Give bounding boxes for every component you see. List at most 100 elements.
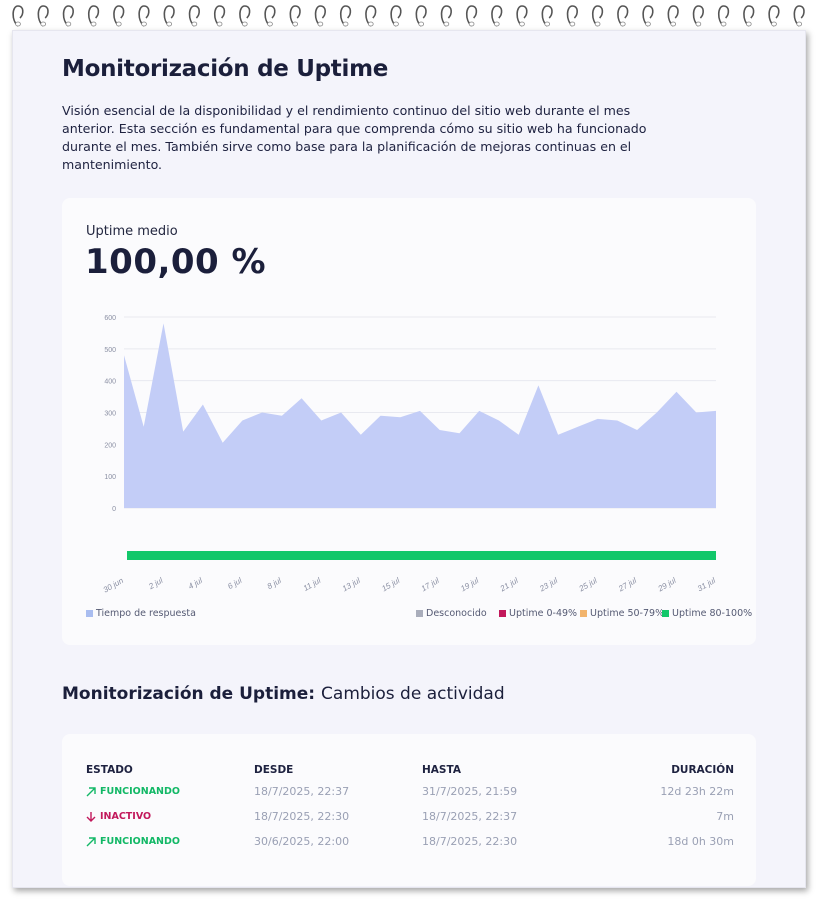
header-desde: DESDE xyxy=(254,764,294,776)
binding-ring-icon xyxy=(591,5,604,27)
x-tick-label: 8 jul xyxy=(266,576,283,591)
arrow-down-icon xyxy=(86,811,96,822)
hasta-cell: 18/7/2025, 22:30 xyxy=(422,835,518,848)
x-tick-label: 29 jul xyxy=(656,576,678,594)
x-tick-label: 31 jul xyxy=(696,576,717,593)
legend-swatch xyxy=(580,610,587,617)
binding-ring-icon xyxy=(213,5,226,27)
binding-ring-icon xyxy=(491,5,503,27)
binding-ring-icon xyxy=(390,5,402,27)
legend-label: Desconocido xyxy=(426,608,487,619)
binding-ring-icon xyxy=(415,5,427,27)
legend-swatch xyxy=(662,610,669,617)
activity-changes-title: Monitorización de Uptime: Cambios de act… xyxy=(62,684,505,704)
desde-cell: 30/6/2025, 22:00 xyxy=(254,835,350,848)
header-hasta: HASTA xyxy=(422,764,461,776)
legend-swatch xyxy=(86,610,93,617)
binding-ring-icon xyxy=(12,5,24,27)
status-text: INACTIVO xyxy=(100,811,152,822)
binding-ring-icon xyxy=(465,5,478,27)
binding-ring-icon xyxy=(188,5,200,27)
x-tick-label: 30 jun xyxy=(102,576,126,595)
y-tick-label: 600 xyxy=(104,315,116,322)
chart-legend: Tiempo de respuesta Desconocido Uptime 0-4… xyxy=(86,608,752,622)
desde-cell: 18/7/2025, 22:30 xyxy=(254,810,350,823)
binding-ring-icon xyxy=(667,5,679,27)
status-badge: FUNCIONANDO xyxy=(86,786,180,797)
binding-ring-icon xyxy=(642,5,654,27)
binding-ring-icon xyxy=(264,5,276,27)
binding-ring-icon xyxy=(87,5,100,27)
binding-ring-icon xyxy=(743,5,755,27)
binding-ring-icon xyxy=(516,5,528,27)
header-duracion: DURACIÓN xyxy=(671,764,734,776)
y-tick-label: 200 xyxy=(104,442,116,449)
header-estado: ESTADO xyxy=(86,764,133,776)
x-tick-label: 25 jul xyxy=(577,576,599,594)
binding-ring-icon xyxy=(289,5,301,27)
legend-item[interactable]: Uptime 80-100% xyxy=(662,608,752,619)
x-tick-label: 4 jul xyxy=(187,576,204,591)
binding-ring-icon xyxy=(768,5,780,27)
status-text: FUNCIONANDO xyxy=(100,836,180,847)
binding-ring-icon xyxy=(37,5,49,27)
legend-item[interactable]: Desconocido xyxy=(416,608,487,619)
x-tick-label: 19 jul xyxy=(459,576,480,593)
desde-cell: 18/7/2025, 22:37 xyxy=(254,785,350,798)
binding-ring-icon xyxy=(62,5,74,27)
legend-swatch xyxy=(499,610,506,617)
binding-ring-icon xyxy=(138,5,150,27)
avg-uptime-label: Uptime medio xyxy=(86,224,178,239)
response-time-area xyxy=(124,323,716,508)
report-page: Monitorización de Uptime Visión esencial… xyxy=(12,30,806,888)
x-tick-label: 21 jul xyxy=(498,576,520,594)
arrow-up-right-icon xyxy=(86,786,96,796)
legend-label: Uptime 0-49% xyxy=(509,608,578,619)
binding-ring-icon xyxy=(113,5,125,27)
arrow-up-right-icon xyxy=(86,836,96,846)
legend-item[interactable]: Uptime 50-79% xyxy=(580,608,664,619)
hasta-cell: 31/7/2025, 21:59 xyxy=(422,785,518,798)
x-tick-label: 11 jul xyxy=(302,576,323,593)
page-title: Monitorización de Uptime xyxy=(62,56,389,82)
x-tick-label: 27 jul xyxy=(616,576,638,594)
legend-item[interactable]: Uptime 0-49% xyxy=(499,608,577,619)
legend-swatch xyxy=(416,610,423,617)
spiral-binding xyxy=(12,5,805,27)
x-tick-label: 2 jul xyxy=(146,576,164,592)
y-tick-label: 100 xyxy=(104,474,116,481)
status-text: FUNCIONANDO xyxy=(100,786,180,797)
activity-changes-table: ESTADO DESDE HASTA DURACIÓN FUNCIONANDO 1… xyxy=(62,734,756,886)
status-badge: INACTIVO xyxy=(86,811,151,822)
y-tick-label: 0 xyxy=(112,506,116,513)
binding-ring-icon xyxy=(541,5,553,27)
avg-uptime-value: 100,00 % xyxy=(85,242,267,282)
uptime-band xyxy=(127,551,716,560)
legend-item[interactable]: Tiempo de respuesta xyxy=(86,608,196,619)
binding-ring-icon xyxy=(440,5,452,27)
x-tick-label: 23 jul xyxy=(537,576,559,594)
legend-label: Uptime 50-79% xyxy=(590,608,665,619)
legend-label: Tiempo de respuesta xyxy=(96,608,196,619)
duracion-cell: 18d 0h 30m xyxy=(667,835,734,848)
binding-ring-icon xyxy=(717,5,730,27)
binding-ring-icon xyxy=(163,5,175,27)
duracion-cell: 12d 23h 22m xyxy=(660,785,734,798)
page-intro: Visión esencial de la disponibilidad y e… xyxy=(62,103,647,172)
hasta-cell: 18/7/2025, 22:37 xyxy=(422,810,518,823)
duracion-cell: 7m xyxy=(716,810,734,823)
binding-ring-icon xyxy=(692,5,704,27)
binding-ring-icon xyxy=(617,5,629,27)
x-tick-label: 15 jul xyxy=(380,576,401,593)
response-time-chart: 600 500 400 300 200 100 0 30 jun 2 jul 4 jul 6 jul… xyxy=(102,315,718,595)
activity-changes-title-rest: Cambios de actividad xyxy=(321,684,505,704)
x-tick-label: 17 jul xyxy=(420,576,441,593)
binding-ring-icon xyxy=(314,5,326,27)
y-tick-label: 300 xyxy=(104,411,116,418)
x-tick-label: 6 jul xyxy=(226,576,243,591)
y-tick-label: 400 xyxy=(104,379,116,386)
status-badge: FUNCIONANDO xyxy=(86,836,180,847)
binding-ring-icon xyxy=(793,5,805,27)
activity-changes-title-bold: Monitorización de Uptime: xyxy=(62,684,316,704)
y-tick-label: 500 xyxy=(104,347,116,354)
